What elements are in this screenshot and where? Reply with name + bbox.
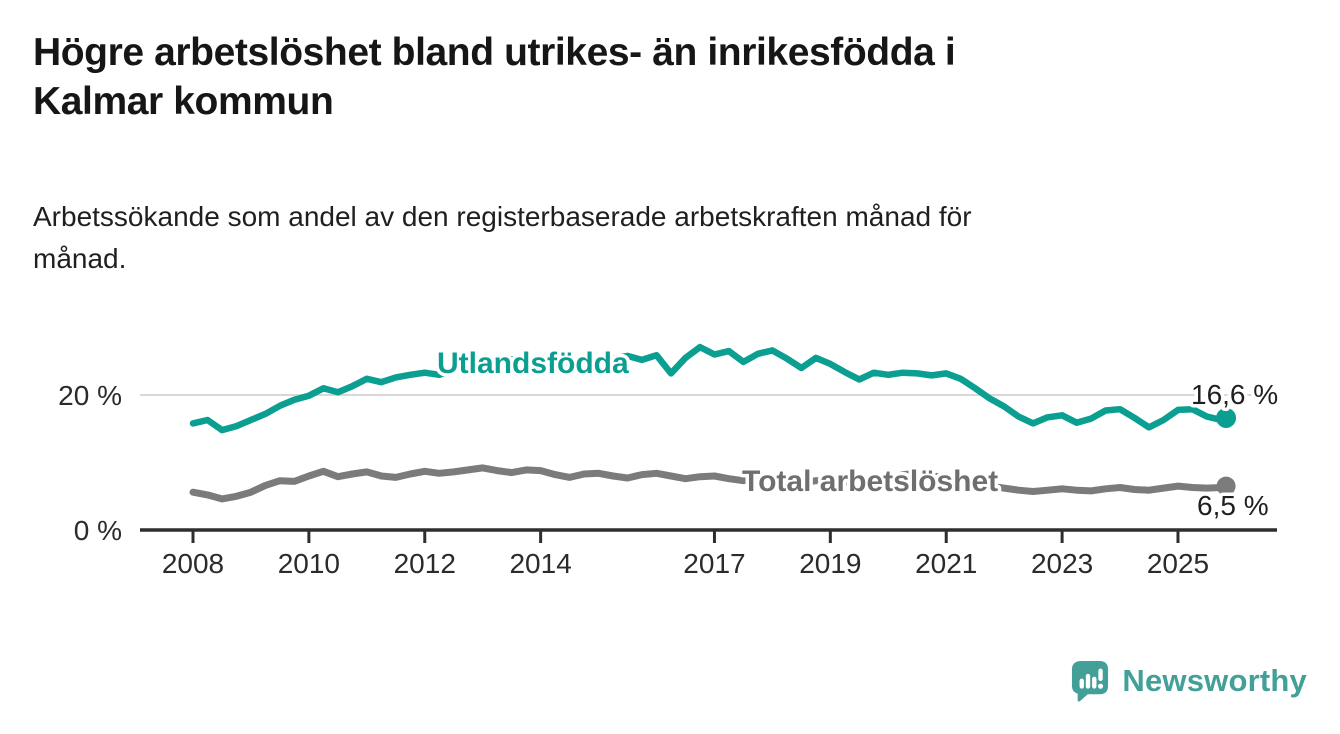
series-label-Utlandsfödda: Utlandsfödda: [437, 347, 629, 380]
end-dots: [1216, 407, 1237, 496]
series-labels: Utlandsfödda Total arbetslöshet: [434, 344, 1002, 502]
logo-exclamation-bar: [1098, 668, 1104, 681]
x-tick-label: 2019: [799, 548, 861, 579]
chart-subtitle-line-2: månad.: [33, 243, 127, 274]
chart-title: Högre arbetslöshet bland utrikes- än inr…: [33, 28, 956, 126]
line-Utlandsfödda: [189, 343, 1230, 434]
newsworthy-logo-icon: [1072, 661, 1109, 702]
x-tick-label: 2010: [278, 548, 340, 579]
chart-title-line-2: Kalmar kommun: [33, 80, 334, 123]
newsworthy-logo[interactable]: Newsworthy: [1071, 660, 1307, 702]
x-tick-label: 2008: [162, 548, 224, 579]
end-dot-Total arbetslöshet: [1216, 476, 1236, 496]
line-Total arbetslöshet: [189, 464, 1230, 503]
x-tick-label: 2017: [683, 548, 745, 579]
logo-bar-2: [1086, 673, 1091, 689]
x-tick-label: 2021: [915, 548, 977, 579]
x-tick-label: 2023: [1031, 548, 1093, 579]
chart-subtitle: Arbetssökande som andel av den registerb…: [33, 196, 972, 280]
y-tick-label: 0 %: [74, 515, 122, 546]
end-value-label: 16,6 %: [1191, 379, 1278, 410]
axis-ticks: [191, 530, 1180, 543]
chart-title-line-1: Högre arbetslöshet bland utrikes- än inr…: [33, 31, 956, 74]
x-tick-labels: 2008 2010 2012 2014 2017 2019 2021 2023 2025: [162, 548, 1209, 579]
end-dot-Utlandsfödda: [1216, 407, 1237, 428]
x-tick-label: 2025: [1147, 548, 1209, 579]
end-value-label: 6,5 %: [1197, 490, 1269, 521]
series-lines: [189, 343, 1230, 503]
x-tick-label: 2012: [394, 548, 456, 579]
value-annotations: 16,6 % 6,5 %: [1188, 376, 1282, 525]
logo-bar-1: [1079, 678, 1085, 689]
y-tick-label: 20 %: [58, 380, 122, 411]
newsworthy-logo-text: Newsworthy: [1122, 663, 1307, 698]
chart-subtitle-line-1: Arbetssökande som andel av den registerb…: [33, 201, 972, 232]
logo-bar-3: [1092, 676, 1097, 689]
x-tick-label: 2014: [509, 548, 571, 579]
logo-exclamation-dot: [1098, 683, 1104, 689]
series-label-Total arbetslöshet: Total arbetslöshet: [742, 465, 998, 498]
y-tick-labels: 20 % 0 %: [58, 380, 122, 546]
